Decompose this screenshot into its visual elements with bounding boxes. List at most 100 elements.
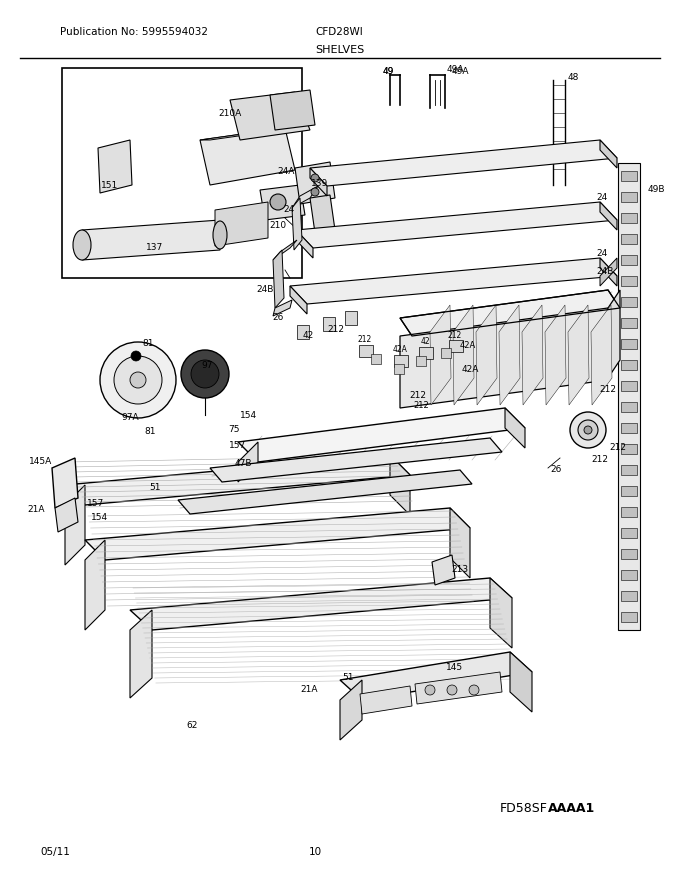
Text: 62: 62 xyxy=(186,722,198,730)
Polygon shape xyxy=(450,508,470,578)
Polygon shape xyxy=(310,168,327,196)
Polygon shape xyxy=(608,290,620,378)
Polygon shape xyxy=(522,305,543,405)
Bar xyxy=(621,297,637,307)
Text: FD58SF: FD58SF xyxy=(500,802,548,815)
Circle shape xyxy=(100,342,176,418)
Polygon shape xyxy=(52,458,78,508)
Bar xyxy=(621,276,637,286)
Polygon shape xyxy=(292,198,302,250)
Polygon shape xyxy=(260,185,305,220)
Bar xyxy=(621,360,637,370)
Text: 47B: 47B xyxy=(235,458,252,467)
Polygon shape xyxy=(591,305,612,405)
Bar xyxy=(621,507,637,517)
Polygon shape xyxy=(505,408,525,448)
Polygon shape xyxy=(290,286,307,314)
Circle shape xyxy=(584,426,592,434)
Polygon shape xyxy=(400,290,620,336)
Polygon shape xyxy=(499,305,520,405)
Bar xyxy=(621,381,637,391)
Circle shape xyxy=(191,360,219,388)
Text: 151: 151 xyxy=(101,180,118,189)
Bar xyxy=(621,591,637,601)
Text: 42A: 42A xyxy=(392,346,407,355)
Polygon shape xyxy=(545,305,566,405)
Polygon shape xyxy=(178,470,472,514)
Polygon shape xyxy=(296,230,313,258)
Polygon shape xyxy=(273,240,297,260)
Ellipse shape xyxy=(73,230,91,260)
Circle shape xyxy=(469,685,479,695)
Text: 139: 139 xyxy=(311,179,328,187)
Polygon shape xyxy=(200,128,295,140)
Bar xyxy=(345,311,357,325)
Text: 145: 145 xyxy=(447,664,464,672)
Ellipse shape xyxy=(213,221,227,249)
Text: 97: 97 xyxy=(201,362,213,370)
Circle shape xyxy=(447,685,457,695)
Bar xyxy=(621,444,637,454)
Bar xyxy=(621,234,637,244)
Text: 26: 26 xyxy=(272,313,284,322)
Text: AAAA1: AAAA1 xyxy=(548,802,595,815)
Bar xyxy=(621,486,637,496)
Polygon shape xyxy=(296,202,617,248)
Text: 154: 154 xyxy=(91,514,109,523)
Polygon shape xyxy=(390,455,410,515)
Text: 157: 157 xyxy=(228,442,246,451)
Polygon shape xyxy=(510,652,532,712)
Polygon shape xyxy=(360,686,412,714)
Text: 212: 212 xyxy=(358,335,372,344)
Text: 212: 212 xyxy=(600,385,617,394)
Circle shape xyxy=(130,372,146,388)
Text: 212: 212 xyxy=(409,391,426,400)
Polygon shape xyxy=(310,140,617,186)
Polygon shape xyxy=(310,195,335,233)
Text: 212: 212 xyxy=(413,401,429,410)
Polygon shape xyxy=(230,92,310,140)
Text: 26: 26 xyxy=(550,466,562,474)
Polygon shape xyxy=(85,508,470,560)
Text: 75: 75 xyxy=(228,426,240,435)
Text: 42A: 42A xyxy=(460,341,476,349)
Text: 210A: 210A xyxy=(218,109,241,119)
Polygon shape xyxy=(85,540,105,630)
Circle shape xyxy=(181,350,229,398)
Bar xyxy=(621,318,637,328)
Text: CFD28WI: CFD28WI xyxy=(315,27,362,37)
Polygon shape xyxy=(490,578,512,648)
Bar xyxy=(621,192,637,202)
Text: 24A: 24A xyxy=(277,167,295,177)
Bar xyxy=(621,255,637,265)
Bar xyxy=(621,528,637,538)
Circle shape xyxy=(425,685,435,695)
Polygon shape xyxy=(292,186,318,208)
Text: 81: 81 xyxy=(144,428,156,436)
Polygon shape xyxy=(432,555,455,585)
Text: 49B: 49B xyxy=(648,186,666,194)
Polygon shape xyxy=(130,610,152,698)
Text: 05/11: 05/11 xyxy=(40,847,70,857)
Bar xyxy=(621,423,637,433)
Polygon shape xyxy=(340,652,532,700)
Polygon shape xyxy=(55,498,78,532)
Text: Publication No: 5995594032: Publication No: 5995594032 xyxy=(60,27,208,37)
Circle shape xyxy=(131,351,141,361)
Bar xyxy=(621,465,637,475)
Text: 51: 51 xyxy=(342,673,354,683)
Text: 42A: 42A xyxy=(461,365,479,375)
Polygon shape xyxy=(273,300,292,316)
Polygon shape xyxy=(82,220,220,260)
Text: 24B: 24B xyxy=(256,285,274,295)
Circle shape xyxy=(311,174,319,182)
Text: 51: 51 xyxy=(149,482,160,492)
Text: 49: 49 xyxy=(382,68,394,77)
Polygon shape xyxy=(295,162,335,204)
Bar xyxy=(621,402,637,412)
Bar xyxy=(618,163,640,630)
Polygon shape xyxy=(270,90,315,130)
Text: 42: 42 xyxy=(420,338,430,347)
Text: 49A: 49A xyxy=(452,68,469,77)
Polygon shape xyxy=(453,305,474,405)
